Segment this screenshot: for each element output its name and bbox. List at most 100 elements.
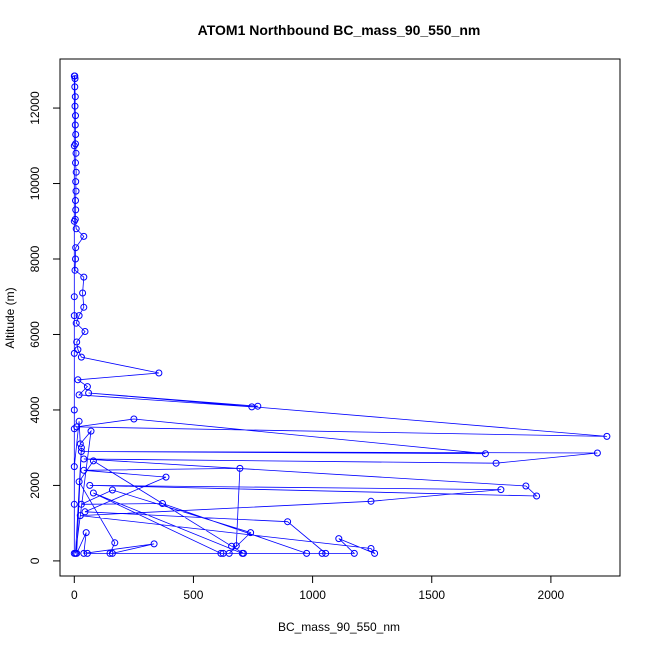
data-point (72, 319, 80, 327)
data-point (83, 549, 91, 557)
data-point (593, 449, 601, 457)
data-point (106, 549, 114, 557)
data-point (254, 402, 262, 410)
data-point (73, 338, 81, 346)
data-point (77, 500, 85, 508)
data-point (71, 266, 79, 274)
data-point (72, 197, 79, 204)
data-point (81, 508, 89, 516)
data-point (75, 417, 83, 425)
data-point (83, 383, 91, 391)
data-point (162, 473, 170, 481)
data-point (70, 549, 78, 557)
data-point (86, 481, 94, 489)
data-point (81, 328, 89, 335)
data-point (150, 540, 158, 548)
data-point (350, 549, 358, 557)
data-point (111, 539, 119, 547)
data-point (76, 512, 84, 520)
data-point (72, 206, 80, 214)
data-point (492, 459, 500, 467)
data-point (80, 549, 88, 557)
data-point (72, 140, 79, 148)
x-tick-label: 2000 (538, 588, 565, 602)
data-point (108, 549, 116, 557)
data-point (72, 168, 80, 176)
data-point (284, 518, 292, 526)
data-point (603, 432, 611, 440)
y-axis: 0 2000 4000 6000 8000 10000 12000 (28, 91, 60, 564)
data-point (155, 369, 163, 377)
data-point (80, 303, 88, 311)
data-point (70, 312, 78, 320)
y-axis-label: Altitude (m) (3, 287, 17, 348)
data-point (77, 448, 85, 455)
data-point (80, 273, 88, 281)
data-point (71, 93, 79, 101)
data-point (77, 353, 85, 361)
data-point (72, 112, 79, 120)
x-tick-label: 1500 (418, 588, 445, 602)
data-point (130, 415, 138, 423)
data-point (322, 549, 330, 557)
plot-frame (59, 58, 621, 577)
data-point (70, 72, 78, 80)
data-point (522, 482, 530, 490)
y-tick-label: 0 (28, 557, 42, 564)
data-point (367, 545, 375, 552)
data-point (240, 549, 247, 557)
data-point (367, 497, 375, 505)
x-axis-label: BC_mass_90_550_nm (278, 620, 400, 634)
data-point (72, 149, 80, 157)
data-point (72, 187, 80, 195)
data-point (74, 346, 82, 354)
data-point (72, 225, 80, 233)
data-point (77, 444, 85, 452)
data-point (72, 159, 79, 167)
data-point (318, 549, 326, 557)
y-tick-label: 4000 (28, 396, 42, 423)
data-point (80, 466, 88, 474)
data-point (108, 486, 116, 494)
data-point (70, 425, 78, 433)
y-tick-label: 6000 (28, 321, 42, 348)
data-point (75, 391, 83, 399)
data-point (481, 450, 489, 458)
data-point (371, 549, 379, 557)
data-point (87, 427, 95, 435)
data-point (79, 289, 87, 297)
chart-title: ATOM1 Northbound BC_mass_90_550_nm (198, 22, 481, 38)
data-point (228, 542, 236, 550)
data-point (80, 455, 88, 463)
data-point (80, 232, 88, 240)
y-tick-label: 12000 (28, 91, 42, 125)
data-point (219, 549, 227, 557)
data-point (70, 406, 78, 414)
data-point (159, 500, 166, 507)
data-point (72, 244, 80, 252)
data-point (72, 255, 79, 263)
x-tick-label: 1000 (299, 588, 326, 602)
data-point (303, 549, 311, 557)
data-point (76, 440, 84, 448)
data-point (533, 492, 541, 500)
data-point (75, 312, 83, 320)
data-point (89, 457, 97, 465)
x-tick-label: 0 (71, 588, 78, 602)
data-point (70, 217, 78, 225)
y-tick-label: 10000 (28, 167, 42, 201)
y-tick-label: 8000 (28, 245, 42, 272)
data-point (72, 131, 80, 138)
data-point (75, 478, 83, 486)
data-point (70, 142, 78, 150)
data-point (74, 376, 82, 384)
data-point (71, 102, 79, 110)
data-point (70, 349, 78, 357)
x-tick-label: 500 (183, 588, 203, 602)
data-point (497, 486, 505, 494)
data-point (71, 83, 79, 91)
data-point (71, 121, 79, 129)
y-tick-label: 2000 (28, 472, 42, 499)
data-point (70, 463, 78, 471)
